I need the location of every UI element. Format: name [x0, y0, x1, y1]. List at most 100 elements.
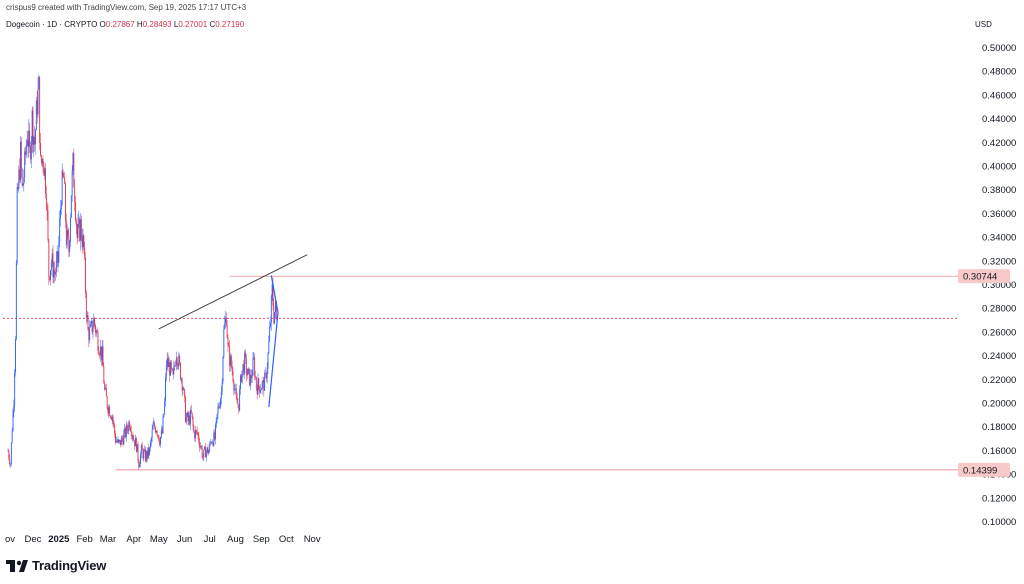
candle-body — [115, 441, 117, 443]
x-tick-label: Dec — [25, 534, 42, 545]
candle-body — [93, 317, 95, 327]
candle-body — [97, 332, 99, 351]
candle-body — [260, 389, 262, 391]
candle-body — [175, 365, 176, 367]
candle-body — [65, 221, 67, 246]
candle-body — [261, 382, 263, 390]
candle-body — [83, 235, 85, 248]
candle-body — [33, 136, 35, 145]
x-tick-label: Sep — [253, 534, 270, 545]
candle-body — [116, 441, 118, 443]
candle-body — [262, 380, 264, 383]
candle-body — [84, 247, 86, 258]
y-tick-label: 0.16000 — [982, 446, 1016, 457]
candle-body — [65, 183, 66, 222]
candle-body — [15, 262, 17, 340]
high-label: H — [136, 20, 143, 29]
candle-body — [85, 257, 86, 293]
candle-body — [11, 431, 13, 443]
candle-body — [141, 444, 143, 450]
candle-body — [257, 378, 259, 395]
candle-body — [145, 451, 147, 461]
candle-body — [273, 305, 275, 323]
candle-body — [179, 355, 181, 363]
candle-body — [89, 326, 91, 341]
price-level-lines — [3, 275, 958, 471]
candle-body — [243, 364, 245, 374]
candle-body — [113, 421, 115, 425]
candle-body — [17, 187, 19, 189]
candle-body — [265, 373, 266, 374]
candle-body — [233, 380, 235, 391]
candle-body — [125, 427, 126, 438]
tradingview-logo-text: TradingView — [32, 558, 107, 573]
candle-body — [202, 457, 204, 458]
candle-body — [215, 424, 216, 440]
candle-body — [160, 430, 162, 437]
candle-body — [80, 219, 82, 239]
candles — [7, 74, 277, 470]
candle-body — [183, 388, 185, 390]
y-tick-label: 0.48000 — [982, 67, 1016, 78]
candle-body — [75, 201, 76, 221]
y-tick-label: 0.32000 — [982, 256, 1016, 267]
candle-body — [166, 358, 168, 365]
candle-body — [34, 136, 36, 145]
candle-body — [230, 355, 232, 367]
candle-body — [123, 433, 125, 445]
candle-body — [47, 210, 49, 240]
candle-body — [182, 388, 184, 391]
candle-body — [110, 417, 112, 420]
candle-body — [196, 430, 198, 434]
candle-body — [250, 374, 251, 386]
y-tick-label: 0.18000 — [982, 422, 1016, 433]
candle-body — [126, 424, 128, 430]
candle-body — [74, 187, 76, 202]
candle-body — [252, 358, 254, 376]
candle-body — [206, 447, 208, 452]
candle-body — [147, 447, 149, 458]
tradingview-logo[interactable]: TradingView — [6, 558, 106, 573]
candle-body — [170, 361, 171, 376]
candle-body — [254, 357, 256, 377]
candle-body — [100, 346, 102, 360]
candle-body — [52, 253, 54, 278]
candle-body — [103, 366, 105, 384]
candle-body — [173, 365, 175, 375]
candle-body — [266, 368, 268, 379]
candle-body — [7, 450, 9, 452]
candle-body — [127, 429, 129, 431]
candle-body — [218, 406, 220, 408]
candle-body — [18, 169, 20, 189]
candle-body — [128, 422, 130, 431]
candle-body — [107, 407, 109, 413]
candle-body — [135, 437, 137, 452]
y-tick-label: 0.30000 — [982, 280, 1016, 291]
candle-body — [219, 407, 221, 409]
close-label: C — [209, 20, 216, 29]
candle-body — [184, 389, 186, 398]
candle-body — [200, 446, 202, 448]
candle-body — [234, 389, 236, 391]
candle-body — [158, 435, 160, 441]
candle-body — [105, 387, 107, 397]
x-tick-label: Jun — [177, 534, 192, 545]
candle-body — [171, 368, 173, 370]
candle-body — [231, 366, 233, 372]
candle-body — [210, 442, 211, 444]
candle-body — [180, 378, 182, 380]
candle-body — [260, 390, 261, 393]
x-tick-label: 2025 — [48, 534, 70, 545]
candle-body — [169, 362, 171, 376]
candle-body — [274, 312, 276, 323]
symbol-legend: Dogecoin · 1D · CRYPTO O0.27867 H0.28493… — [6, 20, 244, 29]
candle-body — [82, 235, 84, 248]
candle-body — [37, 89, 39, 115]
candle-body — [46, 205, 48, 211]
candle-body — [230, 355, 231, 366]
candle-body — [102, 346, 104, 367]
low-label: L — [173, 20, 179, 29]
candle-body — [56, 251, 58, 260]
candle-body — [222, 357, 224, 382]
